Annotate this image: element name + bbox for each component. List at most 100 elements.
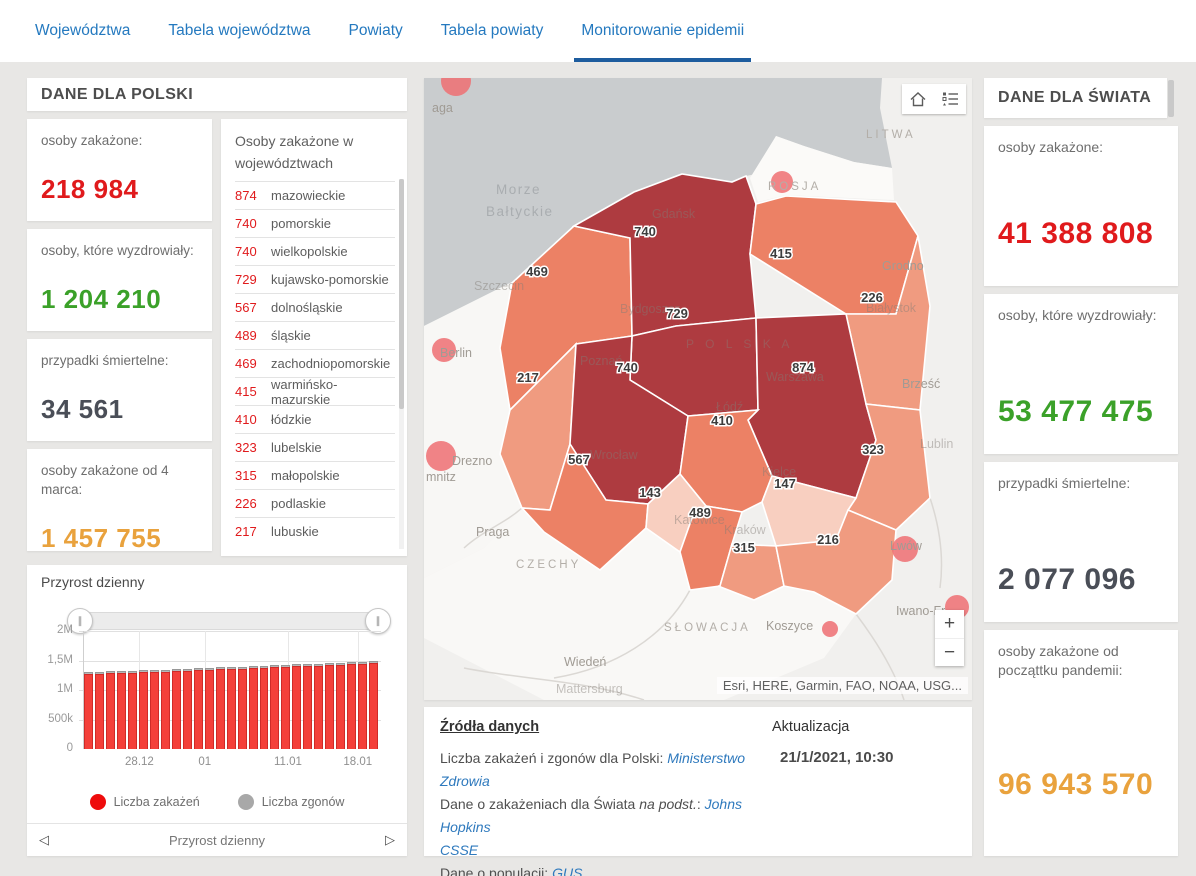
bar-10 [193, 668, 203, 749]
map-label: mnitz [426, 470, 456, 484]
slider-handle-right[interactable]: ∥ [365, 608, 391, 634]
voivodeship-count: 874 [235, 188, 257, 203]
voivodeship-name: warmińsko-mazurskie [271, 376, 338, 407]
tab-powiaty[interactable]: Powiaty [348, 22, 403, 39]
update-value: 21/1/2021, 10:30 [780, 749, 894, 766]
voivodeship-row[interactable]: 410 łódzkie [235, 405, 395, 433]
tab-monitorowanie-epidemii[interactable]: Monitorowanie epidemii [574, 0, 752, 62]
tab-bar: Województwa Tabela województwa Powiaty Tabe… [0, 0, 1196, 62]
bar-15 [248, 666, 258, 749]
legend-label: Liczba zgonów [261, 795, 345, 809]
region-dolnoslaskie[interactable] [520, 442, 649, 572]
region-value-mazowieckie: 874 [792, 360, 814, 375]
map-label: aga [432, 101, 453, 115]
region-value-opolskie: 143 [639, 485, 661, 500]
voivodeship-row[interactable]: 217 lubuskie [235, 517, 395, 545]
legend-button[interactable] [934, 84, 966, 114]
poland-panel-title: DANE DLA POLSKI [41, 85, 194, 103]
sources-title: Źródła danych [440, 719, 540, 735]
infections-segment [160, 672, 170, 749]
slider-handle-left[interactable]: ∥ [67, 608, 93, 634]
time-range-slider[interactable]: ∥ ∥ [67, 608, 391, 634]
city-case-circle-3 [426, 441, 456, 471]
legend-item: Liczba zakażeń [89, 794, 200, 810]
deaths-segment [325, 663, 335, 665]
map-label: Wiedeń [564, 655, 606, 669]
stat-value: 1 457 755 [41, 523, 162, 553]
y-axis-label: 2M [57, 624, 73, 636]
map-label: Wrocław [590, 448, 639, 462]
stat-label: osoby zakażone: [998, 139, 1104, 155]
home-button[interactable] [902, 84, 934, 114]
voivodeship-row[interactable]: 740 pomorskie [235, 209, 395, 237]
voivodeship-row[interactable]: 489 śląskie [235, 321, 395, 349]
choropleth-map[interactable]: aga Morze Bałtyckie LITWA ROSJA Grodno Szczeci… [424, 78, 972, 700]
voivodeship-row[interactable]: 226 podlaskie [235, 489, 395, 517]
infections-segment [127, 673, 137, 749]
infections-segment [314, 666, 324, 749]
stat-label: osoby, które wyzdrowiały: [41, 243, 194, 258]
map-label: Bydgoszcz [620, 302, 680, 316]
voivodeship-count: 217 [235, 524, 257, 539]
region-slaskie[interactable] [679, 505, 744, 591]
zoom-out-button[interactable]: − [935, 638, 964, 666]
tab-wojewodztwa[interactable]: Województwa [35, 22, 131, 39]
tab-tabela-powiaty[interactable]: Tabela powiaty [440, 22, 544, 39]
voivodeship-row[interactable]: 469 zachodniopomorskie [235, 349, 395, 377]
voivodeship-name: dolnośląskie [271, 300, 343, 315]
tab-tabela-wojewodztwa[interactable]: Tabela województwa [168, 22, 311, 39]
voivodeship-row[interactable]: 323 lubelskie [235, 433, 395, 461]
sources-lines: Liczba zakażeń i zgonów dla Polski: Mini… [440, 747, 770, 876]
pager-next-icon[interactable]: ▷ [385, 832, 395, 847]
voivodeship-row[interactable]: 315 małopolskie [235, 461, 395, 489]
source-line: Dane o populacji: GUS [440, 862, 770, 876]
region-value-pomorskie: 740 [634, 224, 656, 239]
infections-segment [226, 669, 236, 749]
map-toolbar [902, 84, 966, 114]
region-podkarpackie[interactable] [775, 508, 897, 615]
deaths-segment [226, 667, 236, 669]
voivodeship-row[interactable]: 740 wielkopolskie [235, 237, 395, 265]
voivodeship-row[interactable]: 729 kujawsko-pomorskie [235, 265, 395, 293]
list-scrollbar-thumb[interactable] [399, 179, 404, 409]
voivodeship-list-card: Osoby zakażone w województwach 874 mazowi… [221, 119, 407, 556]
voivodeship-row[interactable]: 567 dolnośląskie [235, 293, 395, 321]
stat-value: 96 943 570 [998, 768, 1154, 801]
voivodeship-row[interactable]: 874 mazowieckie [235, 181, 395, 209]
y-axis-label: 0 [66, 742, 73, 754]
czechia-slovakia-area [424, 508, 856, 700]
stat-label: przypadki śmiertelne: [41, 353, 169, 368]
infections-segment [116, 673, 126, 749]
source-link[interactable]: CSSE [440, 842, 479, 858]
deaths-segment [127, 671, 137, 673]
bar-5 [138, 670, 148, 749]
voivodeship-row[interactable]: 415 warmińsko-mazurskie [235, 376, 395, 407]
map-label: Białystok [866, 301, 917, 315]
source-link[interactable]: Ministerstwo Zdrowia [440, 750, 746, 789]
region-value-wielkopolskie: 740 [616, 360, 638, 375]
map-label: Morze [496, 182, 541, 197]
voivodeship-name: małopolskie [271, 468, 340, 483]
voivodeship-name: wielkopolskie [271, 244, 348, 259]
legend-label: Liczba zakażeń [113, 795, 200, 809]
poland-map[interactable]: aga Morze Bałtyckie LITWA ROSJA Grodno Szczeci… [424, 78, 972, 700]
source-link[interactable]: Johns Hopkins [440, 796, 742, 835]
map-label: Koszyce [766, 619, 813, 633]
pager-prev-icon[interactable]: ◁ [39, 832, 49, 847]
voivodeship-name: śląskie [271, 328, 311, 343]
deaths-segment [303, 664, 313, 666]
infections-segment [84, 674, 93, 749]
zoom-in-button[interactable]: + [935, 610, 964, 638]
source-link[interactable]: GUS [552, 865, 583, 876]
poland-panel-header: DANE DLA POLSKI [27, 78, 407, 111]
map-label: Mattersburg [556, 682, 623, 696]
deaths-segment [358, 662, 368, 664]
infections-segment [171, 671, 181, 749]
gridline [79, 631, 381, 632]
world-panel-scrollbar-thumb[interactable] [1168, 80, 1174, 117]
map-label: Iwano-Fr [896, 604, 945, 618]
map-label: Katowice [674, 513, 725, 527]
stat-value: 34 561 [41, 394, 124, 424]
country-border [463, 507, 523, 549]
map-label: Berlin [440, 346, 472, 360]
